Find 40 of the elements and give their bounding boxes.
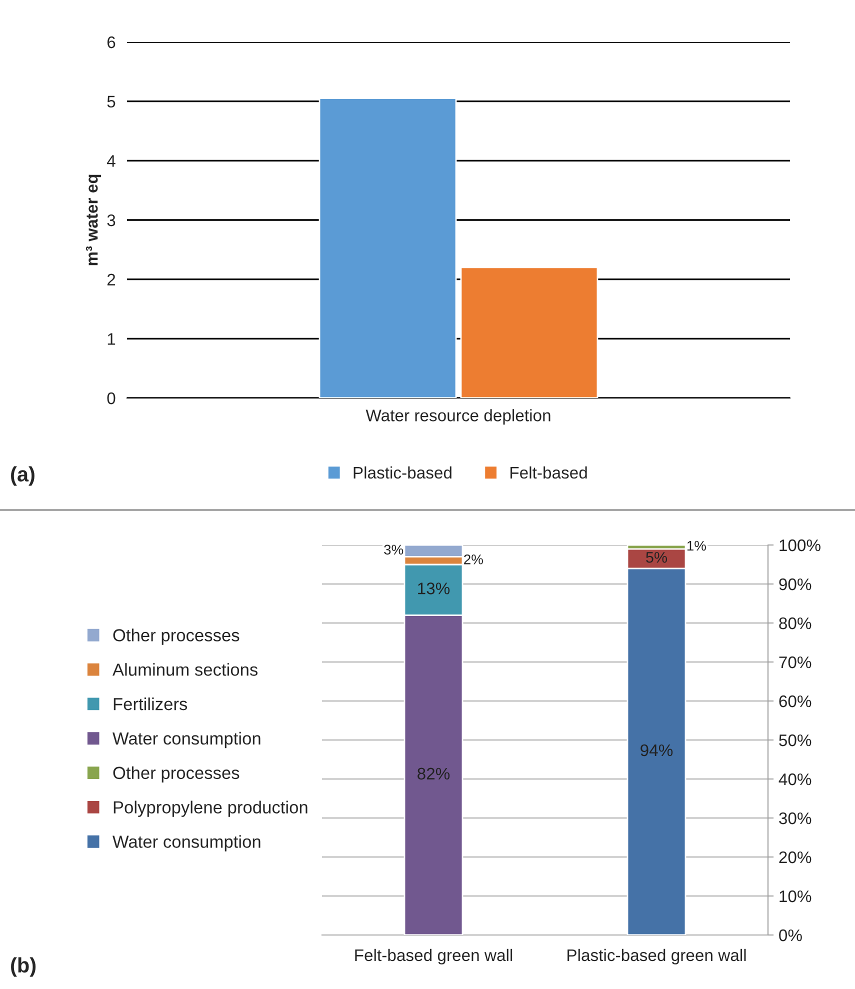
data-label: 3% (384, 544, 404, 555)
y-tick-label: 3 (107, 214, 116, 226)
legend-label: Other processes (113, 766, 240, 783)
y-tick-label: 4 (107, 155, 116, 167)
legend-label: Water consumption (112, 732, 260, 748)
legend-label: Aluminum sections (112, 663, 258, 676)
legend-label: Polypropylene production (114, 800, 308, 817)
x-tick-label: Plastic-based green wall (568, 948, 746, 964)
y-tick-label: 1 (108, 333, 116, 345)
text: (a) (11, 466, 34, 486)
data-label: 94% (640, 744, 673, 756)
y-tick-label: 40% (778, 773, 812, 786)
y-tick-label: 20% (779, 851, 812, 864)
legend-label: Water consumption (112, 835, 260, 852)
y-tick-label: 50% (779, 734, 812, 746)
y-tick-label: 6 (107, 36, 116, 48)
text: (b) (11, 957, 36, 977)
legend-label: Plastic-based (354, 466, 452, 479)
y-tick-label: 90% (779, 578, 812, 590)
data-label: 13% (418, 582, 450, 594)
legend-label: Fertilizers (114, 697, 188, 710)
x-tick-label: Water resource depletion (366, 409, 550, 425)
y-tick-label: 0 (107, 392, 116, 404)
y-tick-label: 2 (107, 274, 116, 286)
y-tick-label: 30% (779, 812, 812, 824)
y-tick-label: 100% (780, 539, 820, 552)
y-tick-label: 10% (780, 890, 812, 902)
y-tick-label: 60% (779, 695, 812, 708)
y-tick-label: 70% (779, 656, 812, 668)
data-label: 5% (646, 552, 667, 563)
legend-label: Other processes (113, 628, 240, 645)
y-tick-label: 5 (107, 96, 116, 108)
data-label: 82% (418, 768, 450, 780)
data-label: 2% (464, 554, 483, 564)
y-axis-title: m³ water eq (86, 174, 102, 266)
x-tick-label: Felt-based green wall (355, 948, 512, 964)
y-tick-label: 80% (779, 617, 812, 630)
legend-label: Felt-based (510, 466, 587, 479)
data-label: 1% (687, 540, 706, 551)
y-tick-label: 0% (779, 929, 802, 942)
